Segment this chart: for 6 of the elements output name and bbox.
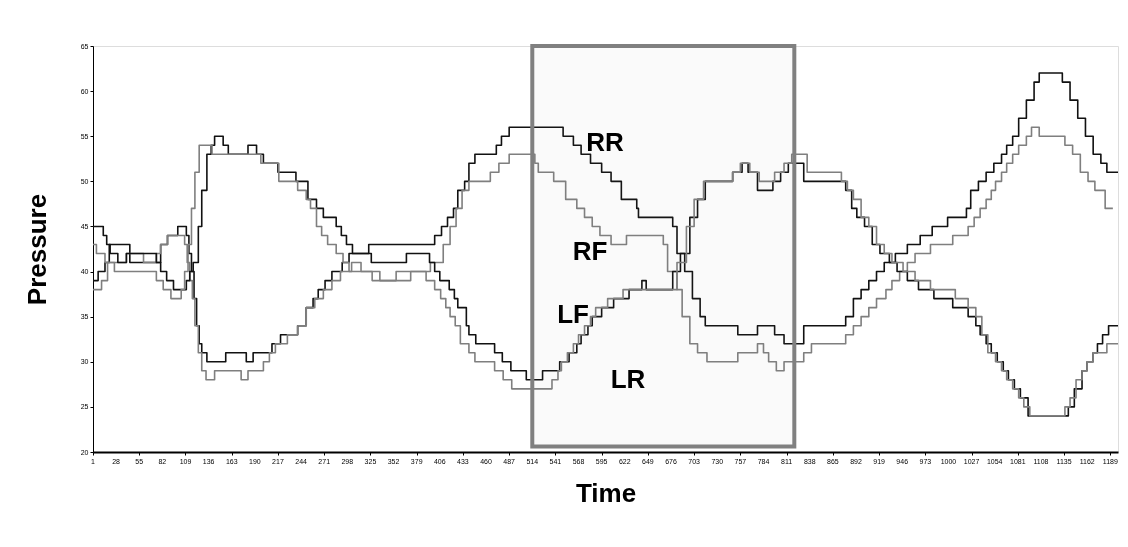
annotation: LF — [557, 299, 589, 329]
annotation: RF — [572, 236, 608, 266]
annotation: LR — [610, 364, 646, 394]
annotation: RR — [586, 127, 624, 157]
x-axis-title: Time — [575, 478, 637, 508]
y-axis-title: Pressure — [21, 193, 52, 306]
